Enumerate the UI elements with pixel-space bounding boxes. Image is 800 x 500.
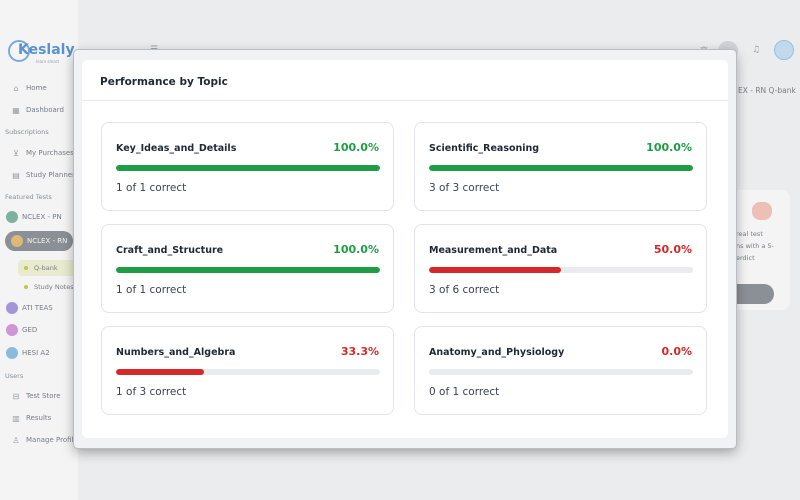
sidebar-item-label: Home — [26, 84, 47, 92]
topic-name: Scientific_Reasoning — [429, 143, 540, 154]
home-icon: ⌂ — [13, 83, 19, 93]
topic-percent: 50.0% — [653, 243, 692, 256]
topic-count: 3 of 3 correct — [429, 182, 500, 194]
logo-text: Keslaly. — [18, 42, 79, 58]
topic-card: Measurement_and_Data 50.0% 3 of 6 correc… — [414, 224, 707, 313]
sidebar-item-label: HESI A2 — [22, 349, 50, 357]
sidebar-section-featured: Featured Tests — [5, 193, 52, 201]
promo-text-2: ns with a 5- — [736, 242, 774, 250]
nclex-rn-icon — [11, 235, 23, 247]
nclex-pn-icon — [6, 211, 18, 223]
logo-ring — [8, 40, 30, 62]
panel-title: Performance by Topic — [100, 76, 228, 88]
progress-fill — [429, 267, 561, 273]
breadcrumb: EX - RN Q-bank — [738, 86, 796, 95]
progress-track — [429, 369, 693, 375]
topic-name: Key_Ideas_and_Details — [116, 143, 237, 154]
sidebar-item-label: Results — [26, 414, 52, 422]
sidebar-item-label: Study Planner — [26, 171, 75, 179]
promo-text-1: real test — [736, 230, 763, 238]
sidebar-item-test-store[interactable]: ⊟ Test Store — [0, 386, 78, 406]
sidebar-subitem-study-notes[interactable]: Study Notes — [18, 279, 76, 295]
sidebar-item-study-planner[interactable]: ▤ Study Planner — [0, 165, 78, 185]
sidebar-item-label: Q-bank — [34, 264, 58, 272]
sidebar-subitem-qbank[interactable]: Q-bank — [18, 260, 76, 276]
sidebar-item-dashboard[interactable]: ▦ Dashboard — [0, 100, 78, 120]
topic-card: Numbers_and_Algebra 33.3% 1 of 3 correct — [101, 326, 394, 415]
bullet-icon — [24, 266, 28, 270]
topic-count: 1 of 1 correct — [116, 182, 187, 194]
sidebar-item-ged[interactable]: GED — [0, 320, 78, 340]
performance-modal: Performance by Topic Key_Ideas_and_Detai… — [74, 50, 736, 448]
progress-fill — [116, 165, 380, 171]
sidebar-section-subscriptions: Subscriptions — [5, 128, 49, 136]
performance-panel: Performance by Topic Key_Ideas_and_Detai… — [82, 60, 728, 438]
progress-fill — [116, 369, 204, 375]
topic-count: 3 of 6 correct — [429, 284, 500, 296]
hesi-icon — [6, 347, 18, 359]
sidebar-item-label: GED — [22, 326, 38, 334]
topic-percent: 0.0% — [661, 345, 692, 358]
sidebar-item-my-purchases[interactable]: ⊻ My Purchases — [0, 143, 78, 163]
topic-name: Anatomy_and_Physiology — [429, 347, 565, 358]
topic-percent: 100.0% — [646, 141, 692, 154]
sidebar-item-nclex-rn[interactable]: NCLEX - RN — [5, 231, 73, 251]
topic-percent: 33.3% — [340, 345, 379, 358]
calendar-icon: ▤ — [12, 170, 20, 180]
sidebar-item-label: Test Store — [26, 392, 61, 400]
logo-subtitle: learn smart — [36, 59, 60, 64]
topic-count: 1 of 3 correct — [116, 386, 187, 398]
progress-track — [116, 267, 380, 273]
topic-card: Key_Ideas_and_Details 100.0% 1 of 1 corr… — [101, 122, 394, 211]
user-icon: ♙ — [12, 435, 20, 445]
sidebar-section-users: Users — [5, 372, 24, 380]
progress-track — [116, 369, 380, 375]
sidebar-item-ati-teas[interactable]: ATI TEAS — [0, 298, 78, 318]
progress-fill — [116, 267, 380, 273]
progress-fill — [429, 165, 693, 171]
bullet-icon — [24, 285, 28, 289]
sidebar-item-results[interactable]: ▥ Results — [0, 408, 78, 428]
sidebar-item-hesi[interactable]: HESI A2 — [0, 343, 78, 363]
grid-icon: ▦ — [12, 105, 20, 115]
topic-card: Craft_and_Structure 100.0% 1 of 1 correc… — [101, 224, 394, 313]
sidebar-item-label: NCLEX - RN — [27, 237, 68, 245]
progress-track — [429, 267, 693, 273]
store-icon: ⊟ — [12, 391, 20, 401]
progress-track — [116, 165, 380, 171]
topic-name: Craft_and_Structure — [116, 245, 224, 256]
logo[interactable]: Keslaly. learn smart — [8, 40, 79, 64]
progress-track — [429, 165, 693, 171]
cart-icon: ⊻ — [13, 148, 19, 158]
sidebar-item-label: Study Notes — [34, 283, 74, 291]
sidebar-item-label: Manage Profile — [26, 436, 78, 444]
topic-card: Anatomy_and_Physiology 0.0% 0 of 1 corre… — [414, 326, 707, 415]
ged-icon — [6, 324, 18, 336]
topic-name: Measurement_and_Data — [429, 245, 558, 256]
sidebar: Keslaly. learn smart ⌂ Home ▦ Dashboard … — [0, 0, 79, 500]
sidebar-item-label: NCLEX - PN — [22, 213, 62, 221]
topic-count: 0 of 1 correct — [429, 386, 500, 398]
topic-name: Numbers_and_Algebra — [116, 347, 236, 358]
sidebar-item-label: Dashboard — [26, 106, 64, 114]
bell-icon[interactable]: ♫ — [752, 45, 761, 55]
promo-text-3: erdict — [736, 254, 755, 262]
topic-card: Scientific_Reasoning 100.0% 3 of 3 corre… — [414, 122, 707, 211]
divider — [82, 100, 728, 101]
topic-percent: 100.0% — [333, 141, 379, 154]
sidebar-item-manage-profile[interactable]: ♙ Manage Profile — [0, 430, 78, 450]
sidebar-item-label: My Purchases — [26, 149, 74, 157]
topic-percent: 100.0% — [333, 243, 379, 256]
sidebar-item-home[interactable]: ⌂ Home — [0, 78, 78, 98]
sidebar-item-label: ATI TEAS — [22, 304, 53, 312]
ati-teas-icon — [6, 302, 18, 314]
avatar[interactable] — [774, 40, 794, 60]
topic-count: 1 of 1 correct — [116, 284, 187, 296]
chart-icon: ▥ — [12, 413, 20, 423]
sidebar-item-nclex-pn[interactable]: NCLEX - PN — [0, 207, 78, 227]
heart-icon — [752, 202, 772, 220]
